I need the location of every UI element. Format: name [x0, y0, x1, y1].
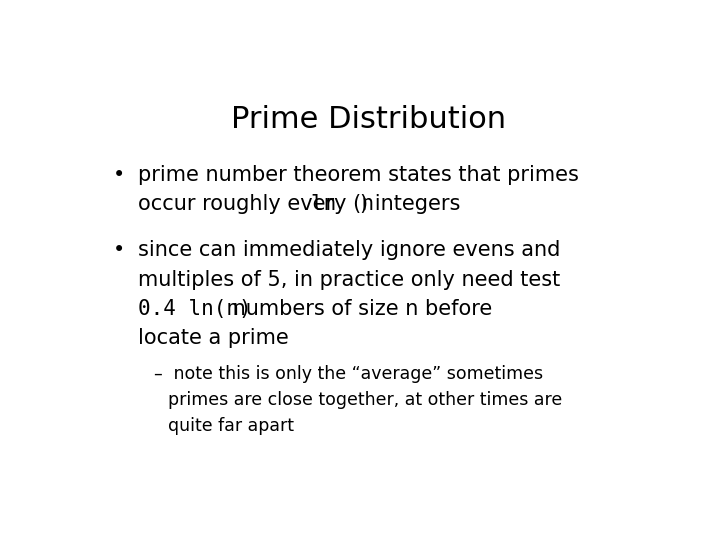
- Text: primes are close together, at other times are: primes are close together, at other time…: [168, 392, 562, 409]
- Text: multiples of 5, in practice only need test: multiples of 5, in practice only need te…: [138, 269, 560, 289]
- Text: locate a prime: locate a prime: [138, 328, 289, 348]
- Text: since can immediately ignore evens and: since can immediately ignore evens and: [138, 240, 560, 260]
- Text: •: •: [113, 240, 125, 260]
- Text: 0.4 ln(n): 0.4 ln(n): [138, 299, 252, 319]
- Text: numbers of size n before: numbers of size n before: [226, 299, 492, 319]
- Text: ) integers: ) integers: [360, 194, 460, 214]
- Text: ln  n: ln n: [311, 194, 374, 214]
- Text: note this is only the “average” sometimes: note this is only the “average” sometime…: [168, 365, 543, 383]
- Text: Prime Distribution: Prime Distribution: [231, 105, 507, 134]
- Text: quite far apart: quite far apart: [168, 417, 294, 435]
- Text: –: –: [153, 365, 162, 383]
- Text: prime number theorem states that primes: prime number theorem states that primes: [138, 165, 579, 185]
- Text: occur roughly every (: occur roughly every (: [138, 194, 361, 214]
- Text: •: •: [113, 165, 125, 185]
